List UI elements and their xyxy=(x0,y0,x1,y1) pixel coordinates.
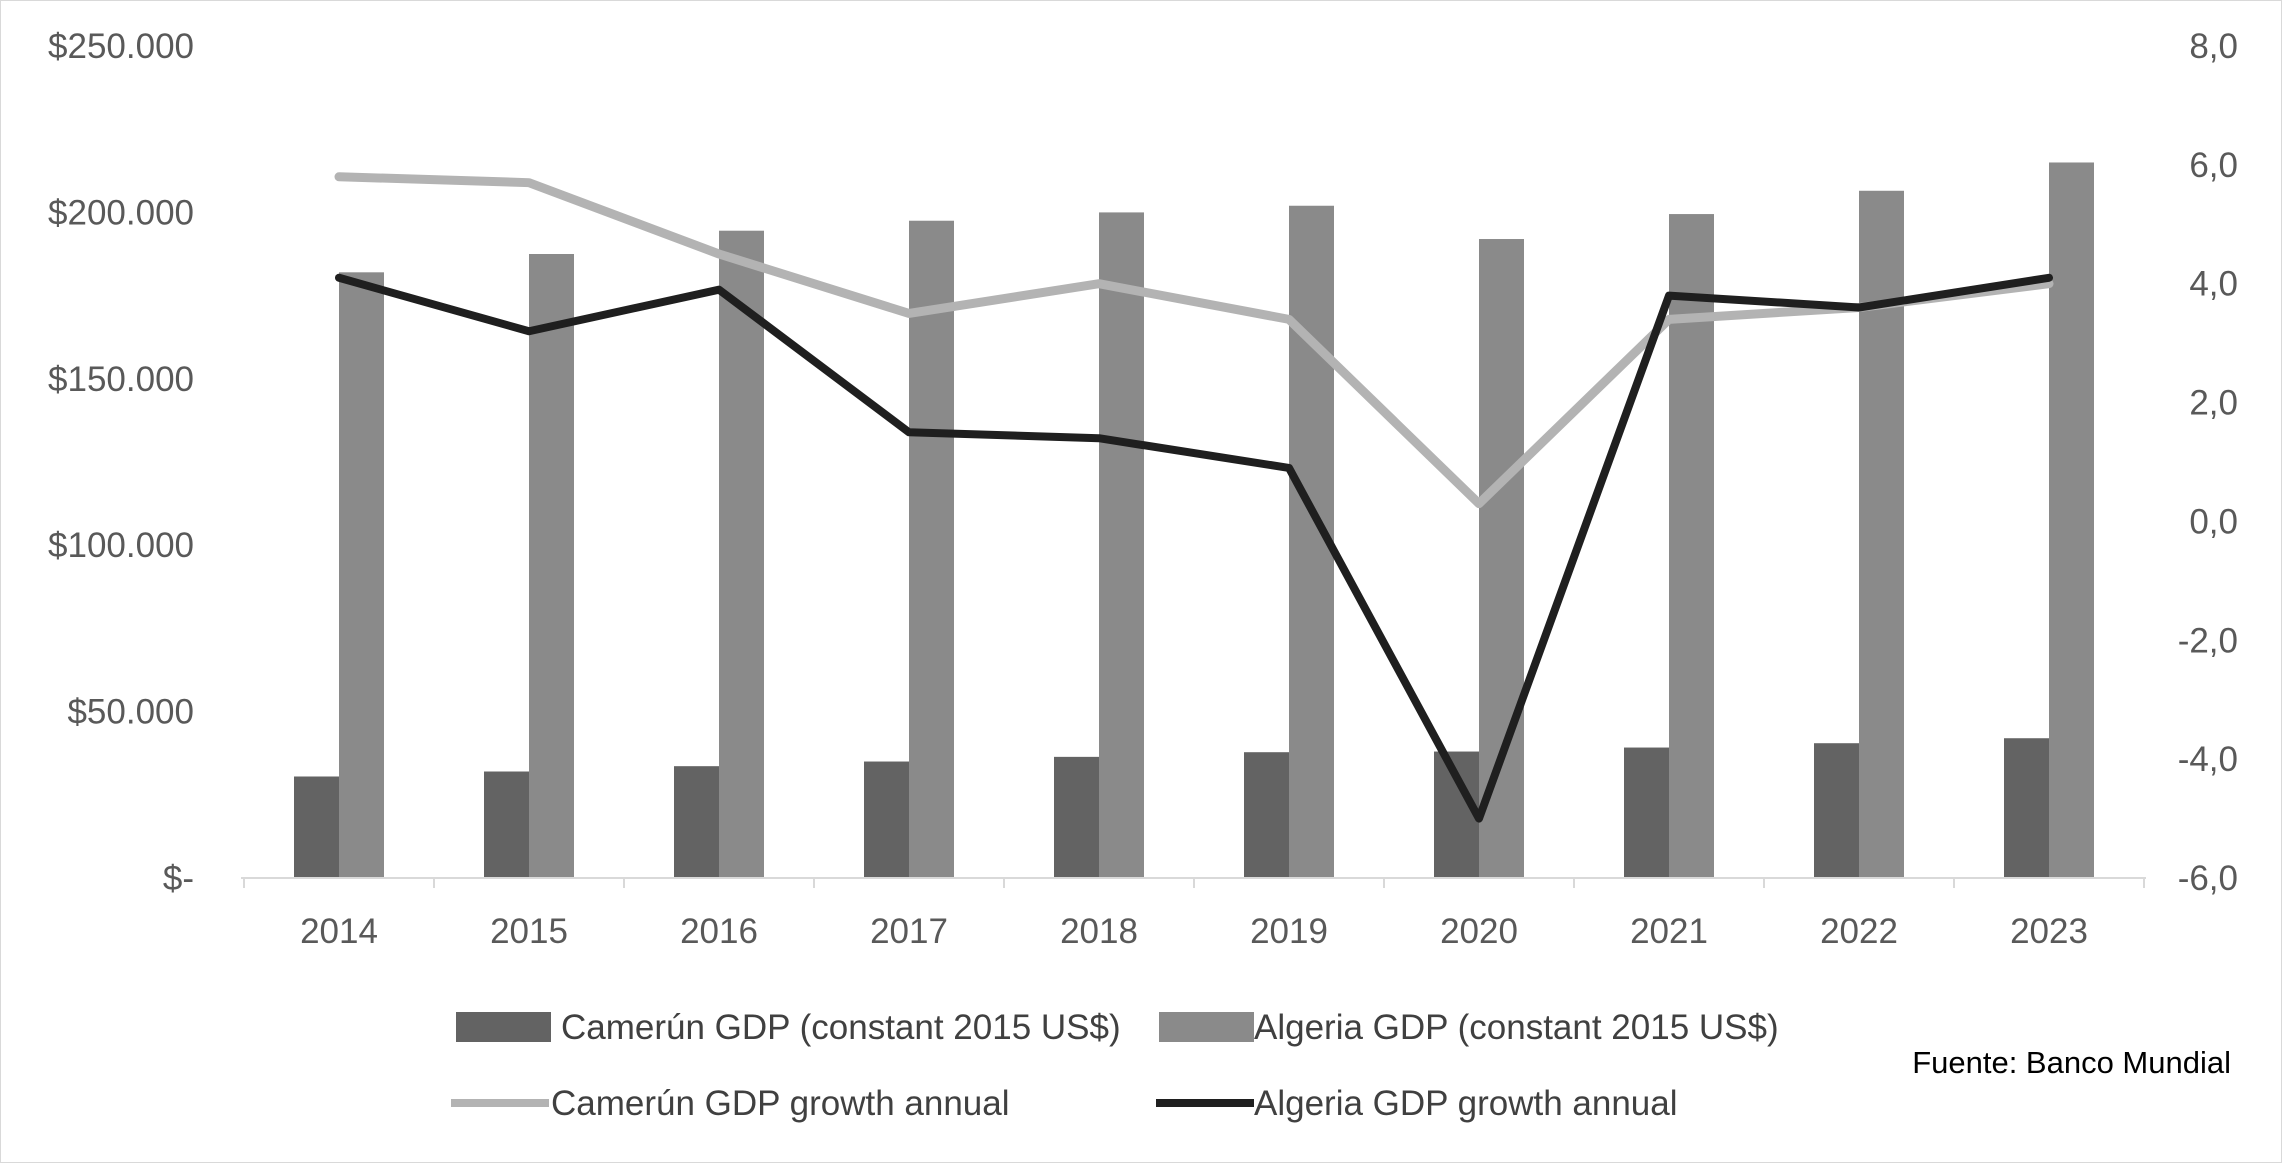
left-axis-tick-label: $- xyxy=(163,859,194,898)
left-axis-tick-label: $100.000 xyxy=(48,526,194,565)
line-algeria-growth xyxy=(335,273,2053,823)
bar-algeria-gdp-2022 xyxy=(1859,190,1904,878)
source-note: Fuente: Banco Mundial xyxy=(1912,1045,2231,1080)
bar-cameroon-gdp-2022 xyxy=(1814,743,1859,878)
x-axis-label-2015: 2015 xyxy=(490,912,568,951)
legend-swatch-algeria-gdp xyxy=(1159,1012,1254,1042)
legend-label-algeria-growth: Algeria GDP growth annual xyxy=(1254,1084,1678,1123)
line-cameroon-growth xyxy=(334,172,2054,509)
x-axis-label-2018: 2018 xyxy=(1060,912,1138,951)
x-axis-labels: 2014 2015 2016 2017 2018 2019 2020 2021 2022 2023 xyxy=(300,912,2088,951)
lines-layer xyxy=(334,172,2054,823)
bar-cameroon-gdp-2021 xyxy=(1624,747,1669,878)
bar-cameroon-gdp-2019 xyxy=(1244,752,1289,878)
bar-algeria-gdp-2021 xyxy=(1669,214,1714,879)
bar-cameroon-gdp-2017 xyxy=(864,761,909,878)
bar-cameroon-gdp-2014 xyxy=(294,776,339,878)
left-axis-tick-label: $150.000 xyxy=(48,360,194,399)
x-axis-label-2019: 2019 xyxy=(1250,912,1328,951)
left-axis-tick-label: $250.000 xyxy=(48,27,194,66)
x-axis-label-2022: 2022 xyxy=(1820,912,1898,951)
bar-cameroon-gdp-2018 xyxy=(1054,756,1099,878)
right-axis-tick-label: 4,0 xyxy=(2189,265,2238,304)
legend: Camerún GDP (constant 2015 US$) Algeria … xyxy=(451,1008,1779,1123)
x-axis-label-2021: 2021 xyxy=(1630,912,1708,951)
bar-cameroon-gdp-2015 xyxy=(484,771,529,878)
left-axis-tick-label: $200.000 xyxy=(48,193,194,232)
bar-algeria-gdp-2018 xyxy=(1099,212,1144,878)
legend-label-cameroon-gdp: Camerún GDP (constant 2015 US$) xyxy=(561,1008,1121,1047)
right-axis-tick-label: 2,0 xyxy=(2189,384,2238,423)
right-axis-tick-label: 6,0 xyxy=(2189,146,2238,185)
bar-algeria-gdp-2023 xyxy=(2049,162,2094,879)
left-axis: $- $50.000 $100.000 $150.000 $200.000 $250.00… xyxy=(48,27,194,898)
x-axis-label-2023: 2023 xyxy=(2010,912,2088,951)
bar-cameroon-gdp-2016 xyxy=(674,766,719,878)
left-axis-tick-label: $50.000 xyxy=(67,693,194,732)
legend-label-algeria-gdp: Algeria GDP (constant 2015 US$) xyxy=(1254,1008,1779,1047)
x-axis-ticks xyxy=(243,878,2145,888)
x-axis-label-2014: 2014 xyxy=(300,912,378,951)
bar-algeria-gdp-2015 xyxy=(529,254,574,878)
right-axis: -6,0 -4,0 -2,0 0,0 2,0 4,0 6,0 8,0 xyxy=(2178,27,2238,898)
right-axis-tick-label: -4,0 xyxy=(2178,740,2238,779)
right-axis-tick-label: 0,0 xyxy=(2189,502,2238,541)
x-axis-label-2017: 2017 xyxy=(870,912,948,951)
bar-algeria-gdp-2014 xyxy=(339,272,384,879)
bar-algeria-gdp-2020 xyxy=(1479,239,1524,879)
right-axis-tick-label: 8,0 xyxy=(2189,27,2238,66)
bar-cameroon-gdp-2023 xyxy=(2004,738,2049,878)
legend-swatch-cameroon-gdp xyxy=(456,1012,551,1042)
bars-layer xyxy=(294,162,2094,879)
right-axis-tick-label: -6,0 xyxy=(2178,859,2238,898)
x-axis-label-2016: 2016 xyxy=(680,912,758,951)
bar-algeria-gdp-2017 xyxy=(909,220,954,879)
right-axis-tick-label: -2,0 xyxy=(2178,621,2238,660)
bar-algeria-gdp-2016 xyxy=(719,230,764,879)
x-axis-label-2020: 2020 xyxy=(1440,912,1518,951)
legend-label-cameroon-growth: Camerún GDP growth annual xyxy=(551,1084,1010,1123)
